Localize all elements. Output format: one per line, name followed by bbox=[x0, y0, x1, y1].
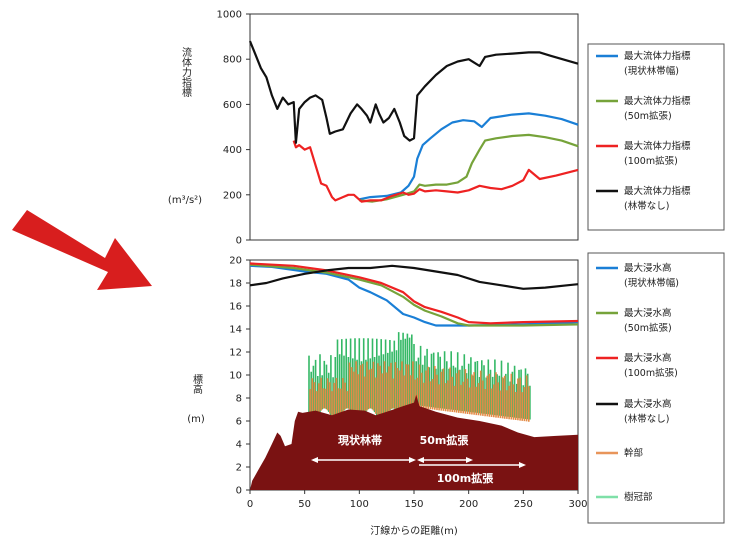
top-legend-label: 最大流体力指標 bbox=[624, 185, 691, 197]
x-tick-label: 50 bbox=[298, 499, 311, 510]
arrowhead-icon bbox=[417, 457, 424, 463]
bottom-y-tick-label: 18 bbox=[229, 279, 242, 290]
top-y-label-char: 流体力指標 bbox=[180, 46, 192, 98]
bottom-legend-label: 最大浸水高 bbox=[624, 398, 672, 410]
top-y-tick-label: 1000 bbox=[217, 10, 242, 21]
bottom-y-tick-label: 12 bbox=[229, 348, 242, 359]
canopy-fill bbox=[308, 332, 531, 420]
bottom-legend: 最大浸水高 (現状林帯幅) 最大浸水高 (50m拡張) 最大浸水高 (100m拡張) 最大浸… bbox=[587, 252, 725, 524]
arrowhead-icon bbox=[311, 457, 318, 463]
arrowhead-icon bbox=[409, 457, 416, 463]
top-chart: 0 200 400 600 800 1000 流体力指標 (m³/s²) bbox=[168, 10, 579, 247]
top-legend-sublabel: (林帯なし) bbox=[624, 200, 669, 212]
top-y-ticks: 0 200 400 600 800 1000 bbox=[217, 10, 250, 247]
bottom-legend-sublabel: (現状林帯幅) bbox=[624, 277, 679, 289]
bottom-y-tick-label: 2 bbox=[236, 463, 242, 474]
annotation-ext50: 50m拡張 bbox=[420, 433, 470, 447]
x-tick-label: 0 bbox=[247, 499, 253, 510]
bottom-y-tick-label: 4 bbox=[236, 440, 242, 451]
top-y-tick-label: 400 bbox=[223, 145, 242, 156]
top-legend-label: 最大流体力指標 bbox=[624, 95, 691, 107]
top-legend: 最大流体力指標 (現状林帯幅) 最大流体力指標 (50m拡張) 最大流体力指標 (100m… bbox=[587, 43, 725, 231]
bottom-y-tick-label: 14 bbox=[229, 325, 242, 336]
top-y-unit: (m³/s²) bbox=[168, 195, 202, 206]
bottom-y-tick-label: 6 bbox=[236, 417, 242, 428]
annotation-current: 現状林帯 bbox=[338, 433, 382, 447]
x-tick-label: 100 bbox=[350, 499, 369, 510]
ground-terrain bbox=[250, 394, 578, 490]
top-legend-sublabel: (現状林帯幅) bbox=[624, 65, 679, 77]
bottom-legend-label: 最大浸水高 bbox=[624, 352, 672, 364]
bottom-y-tick-label: 16 bbox=[229, 302, 242, 313]
x-tick-label: 150 bbox=[404, 499, 423, 510]
bottom-legend-sublabel: (100m拡張) bbox=[624, 367, 678, 379]
bottom-legend-label: 幹部 bbox=[624, 447, 643, 459]
top-y-tick-label: 0 bbox=[236, 236, 242, 247]
top-legend-label: 最大流体力指標 bbox=[624, 50, 691, 62]
top-y-tick-label: 800 bbox=[223, 55, 242, 66]
x-tick-label: 200 bbox=[459, 499, 478, 510]
top-series-lines bbox=[248, 40, 579, 203]
bottom-legend-label: 最大浸水高 bbox=[624, 307, 672, 319]
red-arrow-icon bbox=[12, 210, 152, 290]
bottom-series-line-1 bbox=[249, 263, 579, 327]
top-legend-items: 最大流体力指標 (現状林帯幅) 最大流体力指標 (50m拡張) 最大流体力指標 (100m… bbox=[596, 50, 691, 212]
top-y-tick-label: 200 bbox=[223, 190, 242, 201]
top-series-line-2 bbox=[292, 140, 579, 203]
top-legend-box bbox=[587, 43, 725, 231]
trunk-fill bbox=[309, 361, 530, 422]
bottom-area-fills bbox=[250, 332, 578, 490]
arrowhead-icon bbox=[519, 462, 526, 468]
bottom-legend-sublabel: (林帯なし) bbox=[624, 413, 669, 425]
bottom-legend-label: 最大浸水高 bbox=[624, 262, 672, 274]
x-tick-label: 250 bbox=[514, 499, 533, 510]
bottom-legend-items: 最大浸水高 (現状林帯幅) 最大浸水高 (50m拡張) 最大浸水高 (100m拡張) 最大浸… bbox=[596, 262, 679, 503]
bottom-legend-label: 樹冠部 bbox=[624, 491, 653, 503]
top-series-line-3 bbox=[248, 40, 579, 144]
x-tick-label: 300 bbox=[568, 499, 587, 510]
arrowhead-icon bbox=[466, 457, 473, 463]
annotation-ext100: 100m拡張 bbox=[437, 471, 494, 485]
bottom-legend-sublabel: (50m拡張) bbox=[624, 322, 672, 334]
top-y-tick-label: 600 bbox=[223, 100, 242, 111]
bottom-series-line-2 bbox=[249, 262, 579, 325]
bottom-y-label: 標高 bbox=[191, 373, 203, 395]
bottom-series-line-3 bbox=[249, 264, 579, 290]
bottom-y-tick-label: 8 bbox=[236, 394, 242, 405]
bottom-y-tick-label: 20 bbox=[229, 256, 242, 267]
x-axis-label: 汀線からの距離(m) bbox=[370, 524, 458, 537]
bottom-y-tick-label: 10 bbox=[229, 371, 242, 382]
top-series-line-0 bbox=[359, 112, 579, 201]
bottom-y-unit: (m) bbox=[187, 414, 205, 425]
top-legend-sublabel: (100m拡張) bbox=[624, 155, 678, 167]
bottom-series-lines bbox=[249, 262, 579, 327]
extent-annotations: 現状林帯 50m拡張 100m拡張 bbox=[311, 433, 526, 485]
bottom-y-tick-label: 0 bbox=[236, 486, 242, 497]
top-legend-label: 最大流体力指標 bbox=[624, 140, 691, 152]
top-legend-sublabel: (50m拡張) bbox=[624, 110, 672, 122]
bottom-legend-box bbox=[587, 252, 725, 524]
